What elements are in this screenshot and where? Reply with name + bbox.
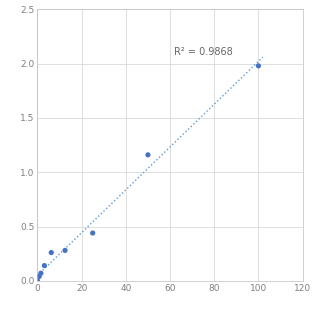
Point bbox=[38, 271, 43, 276]
Point bbox=[49, 250, 54, 255]
Point bbox=[90, 231, 95, 236]
Text: R² = 0.9868: R² = 0.9868 bbox=[174, 47, 233, 57]
Point bbox=[145, 152, 150, 157]
Point bbox=[63, 248, 68, 253]
Point bbox=[35, 278, 40, 283]
Point bbox=[42, 263, 47, 268]
Point bbox=[256, 63, 261, 68]
Point bbox=[37, 274, 42, 279]
